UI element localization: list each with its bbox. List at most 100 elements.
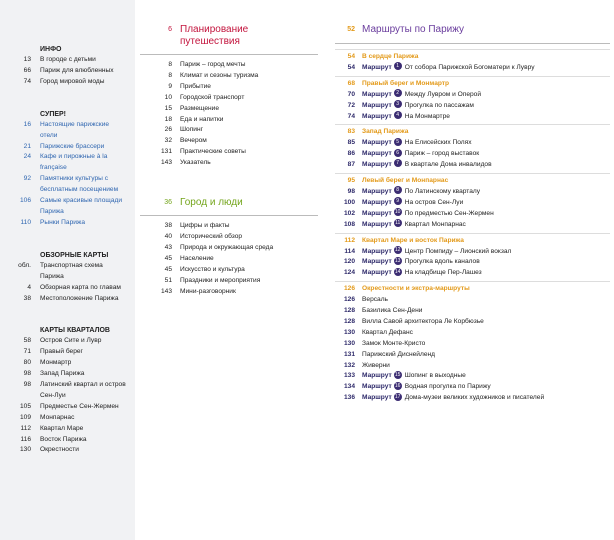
page-number: 18 — [164, 115, 172, 123]
entry-text: Городской транспорт — [180, 93, 245, 101]
toc-row: 51 Праздники и мероприятия — [140, 276, 318, 287]
entry-text: Мини-разговорник — [180, 287, 236, 295]
route-number: 14 — [393, 267, 402, 276]
toc-row: 16 Настоящие парижские отели — [0, 120, 135, 142]
toc-row: 126 Версаль — [335, 295, 610, 306]
route-label: Маршрут — [362, 383, 392, 391]
entry-text: Вилла Савой архитектора Ле Корбюзье — [362, 317, 484, 325]
toc-row: 98 Латинский квартал и остров Сен-Луи — [0, 380, 135, 402]
page-number: 100 — [343, 198, 355, 206]
route-label: Маршрут — [362, 220, 392, 228]
toc-row: 85 Маршрут 5 На Елисейских Полях — [335, 137, 610, 149]
page-number: 32 — [164, 137, 172, 145]
toc-row: 8 Париж – город мечты — [140, 60, 318, 71]
chapter-page: 52 — [347, 26, 355, 33]
page-number: 105 — [19, 402, 31, 410]
page-number: 70 — [347, 90, 355, 98]
entry-text: Рынки Парижа — [40, 218, 86, 226]
entry-text: Природа и окружающая среда — [180, 243, 274, 251]
entry-text: Париж – город выставок — [404, 150, 480, 158]
subsection-title: Запад Парижа — [362, 128, 409, 136]
toc-row: 116 Восток Парижа — [0, 435, 135, 446]
entry-text: Прогулка вдоль каналов — [404, 258, 480, 266]
entry-text: В квартале Дома инвалидов — [404, 161, 492, 169]
toc-row: 106 Самые красивые площади Парижа — [0, 196, 135, 218]
entry-text: Обзорная карта по главам — [40, 283, 121, 291]
page-number: 131 — [160, 148, 172, 156]
subsection-page: 83 — [347, 128, 355, 136]
entry-text: Кафе и пирожные à la française — [40, 153, 108, 172]
toc-row: 8 Климат и сезоны туризма — [140, 71, 318, 82]
entry-text: Предместье Сен-Жермен — [40, 402, 119, 410]
toc-row: 43 Природа и окружающая среда — [140, 243, 318, 254]
sidebar-section: СУПЕР! 16 Настоящие парижские отели 21 Париж… — [0, 109, 135, 229]
page-number: 92 — [23, 175, 31, 183]
toc-row: 124 Маршрут 14 На кладбище Пер-Лашез — [335, 267, 610, 279]
toc-row: 45 Искусство и культура — [140, 265, 318, 276]
entry-text: Монмартр — [40, 359, 72, 367]
entry-text: Версаль — [362, 296, 388, 304]
entry-text: Латинский квартал и остров Сен-Луи — [40, 381, 126, 399]
toc-row: 54 Маршрут 1 От собора Парижской Богоматери… — [335, 62, 610, 74]
page-number: 54 — [347, 63, 355, 71]
section-title: СУПЕР! — [40, 110, 67, 118]
toc-row: 10 Городской транспорт — [140, 93, 318, 104]
toc-row: 45 Население — [140, 254, 318, 265]
subsection-title: В сердце Парижа — [362, 53, 419, 60]
section-title: КАРТЫ КВАРТАЛОВ — [40, 327, 110, 335]
entry: Маршрут 12 Центр Помпиду – Лионский вокзал — [362, 245, 511, 258]
entry-text: По предместью Сен-Жермен — [404, 209, 494, 217]
toc-row: 13 В городе с детьми — [0, 55, 135, 66]
sidebar-section: ИНФО 13 В городе с детьми 66 Париж для влюбл… — [0, 44, 135, 88]
entry-text: Шопинг — [180, 126, 204, 134]
page-number: 85 — [347, 139, 355, 147]
subsection-heading: 126 Окрестности и экстра-маршруты — [335, 284, 610, 295]
entry-text: Париж – город мечты — [180, 61, 246, 68]
subsection-heading: 68 Правый берег и Монмартр — [335, 79, 610, 90]
chapter-page: 6 — [168, 26, 172, 33]
page-number: 131 — [343, 350, 355, 358]
page-number: 21 — [23, 142, 31, 150]
toc-row: 58 Остров Сите и Лувр — [0, 336, 135, 347]
toc-row: 72 Маршрут 3 Прогулка по пассажам — [335, 99, 610, 112]
toc-row: 70 Маршрут 2 Между Лувром и Оперой — [335, 88, 610, 101]
entry-text: Остров Сите и Лувр — [40, 337, 102, 345]
subsection-heading: 112 Квартал Маре и восток Парижа — [335, 236, 610, 247]
entry-text: Между Лувром и Оперой — [404, 90, 482, 98]
toc-row: 130 Окрестности — [0, 445, 135, 456]
entry-text: Еда и напитки — [180, 115, 224, 123]
toc-row: 92 Памятники культуры с бесплатным посеще… — [0, 174, 135, 196]
entry: Квартал Дефанс — [362, 328, 413, 339]
entry-text: От собора Парижской Богоматери к Лувру — [404, 63, 535, 71]
toc-row: 114 Маршрут 12 Центр Помпиду – Лионский вок… — [335, 245, 610, 258]
chapter-title: Планирование путешествия — [180, 24, 249, 47]
entry: Маршрут 16 Водная прогулка по Парижу — [362, 381, 491, 393]
page-number: 58 — [23, 337, 31, 345]
toc-row: 128 Вилла Савой архитектора Ле Корбюзье — [335, 317, 610, 328]
toc-row: 9 Прибытие — [140, 82, 318, 93]
page-number: 143 — [160, 287, 172, 295]
route-number: 7 — [393, 159, 402, 168]
route-number: 1 — [393, 62, 402, 71]
entry-text: Размещение — [180, 104, 220, 112]
page-number: 116 — [20, 435, 31, 443]
chapter-title: Город и люди — [180, 197, 243, 209]
entry: Вилла Савой архитектора Ле Корбюзье — [362, 317, 484, 328]
chapter-heading: 52 Маршруты по Парижу — [335, 24, 610, 44]
page-number: 15 — [164, 104, 172, 112]
toc-row: 108 Маршрут 11 Квартал Монпарнас — [335, 218, 610, 231]
toc-row: 120 Маршрут 13 Прогулка вдоль каналов — [335, 256, 610, 268]
chapter-heading: 36 Город и люди — [140, 197, 318, 217]
route-label: Маршрут — [362, 198, 392, 206]
subsection-title: Окрестности и экстра-маршруты — [362, 285, 470, 293]
route-section: 126 Окрестности и экстра-маршруты 126 Верса… — [335, 281, 610, 404]
route-section: 95 Левый берег и Монпарнас 98 Маршрут 8 По Ла… — [335, 173, 610, 231]
section-title: ОБЗОРНЫЕ КАРТЫ — [40, 251, 109, 259]
subsection-page: 54 — [347, 53, 355, 60]
toc-row: 105 Предместье Сен-Жермен — [0, 402, 135, 413]
toc-row: 26 Шопинг — [140, 125, 318, 136]
entry: Маршрут 4 На Монмартре — [362, 110, 450, 123]
entry-text: Дома-музеи великих художников и писателе… — [404, 394, 545, 402]
page-number: 109 — [19, 413, 31, 421]
page-number: 98 — [23, 370, 31, 378]
